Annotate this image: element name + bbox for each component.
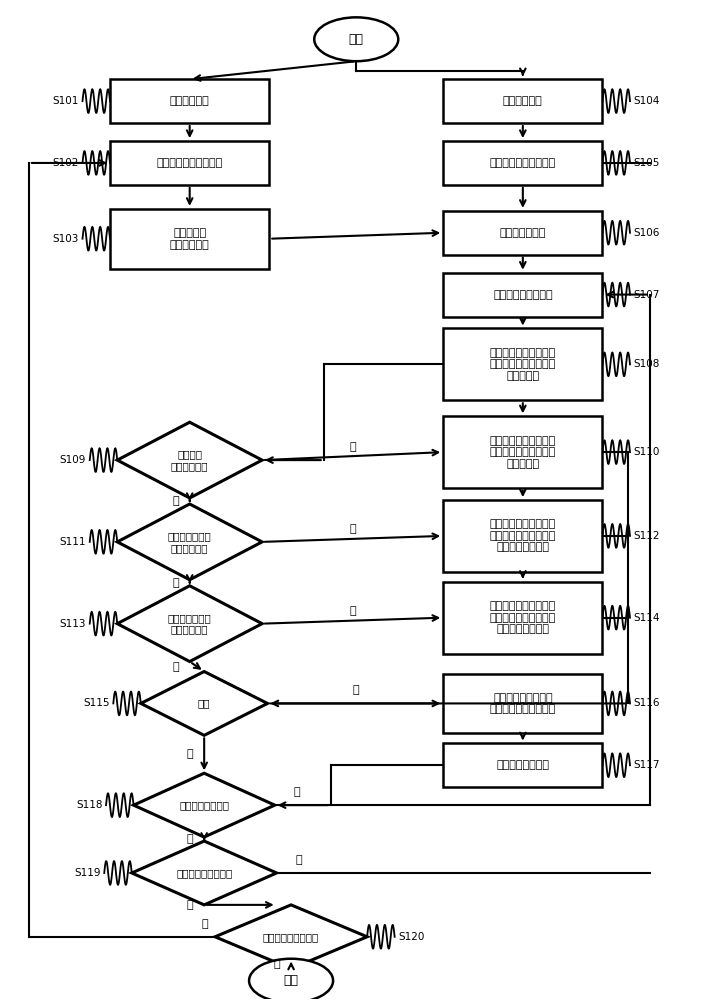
Text: 是: 是 (350, 606, 356, 616)
Bar (110, 79, 269, 123)
Text: S102: S102 (52, 158, 79, 168)
Text: S120: S120 (398, 932, 425, 942)
Text: 是: 是 (350, 524, 356, 534)
Text: S109: S109 (60, 455, 86, 465)
Polygon shape (117, 504, 262, 580)
Bar (443, 141, 603, 185)
Text: 否: 否 (172, 496, 179, 506)
Bar (443, 582, 603, 654)
Text: 是: 是 (295, 855, 302, 865)
Polygon shape (215, 905, 367, 969)
Text: 结束: 结束 (284, 974, 299, 987)
Text: 设定符号值索引: 设定符号值索引 (499, 228, 546, 238)
Text: 存储缺陷和源位置: 存储缺陷和源位置 (497, 760, 550, 770)
Text: 在控制及数据流程路径
的缺陷模式以及缺陷条
件下进行代码检查: 在控制及数据流程路径 的缺陷模式以及缺陷条 件下进行代码检查 (490, 519, 556, 552)
Text: 反复执行符号值索引: 反复执行符号值索引 (493, 290, 553, 300)
Polygon shape (141, 672, 268, 735)
Text: S110: S110 (634, 447, 660, 457)
Text: S106: S106 (634, 228, 660, 238)
Bar (443, 500, 603, 572)
Text: S118: S118 (76, 800, 103, 810)
Text: 在抄象句子树中检索
所发现的缺陷的源位置: 在抄象句子树中检索 所发现的缺陷的源位置 (490, 693, 556, 714)
Text: 反复执行检查对象文件: 反复执行检查对象文件 (490, 158, 556, 168)
Text: S111: S111 (60, 537, 86, 547)
Text: S112: S112 (634, 531, 660, 541)
Text: 设定规范索引: 设定规范索引 (170, 96, 209, 106)
Text: 否: 否 (172, 578, 179, 588)
Text: S119: S119 (74, 868, 100, 878)
Text: S104: S104 (634, 96, 660, 106)
Text: S105: S105 (634, 158, 660, 168)
Text: 是: 是 (201, 919, 208, 929)
Polygon shape (134, 773, 275, 837)
Bar (443, 743, 603, 787)
Text: 接收规范的
数据结构信息: 接收规范的 数据结构信息 (170, 228, 209, 250)
Text: S115: S115 (83, 698, 110, 708)
Polygon shape (117, 586, 262, 662)
Ellipse shape (314, 17, 398, 61)
Text: 在控制流程及调用路径
的缺陷模式以及缺陷条
件下进行代码检查: 在控制流程及调用路径 的缺陷模式以及缺陷条 件下进行代码检查 (490, 601, 556, 634)
Text: 否: 否 (187, 834, 193, 844)
Text: 开始: 开始 (349, 33, 364, 46)
Text: 反复执行所设定的规范: 反复执行所设定的规范 (156, 158, 222, 168)
Bar (443, 674, 603, 733)
Bar (443, 211, 603, 255)
Text: 缺陷: 缺陷 (198, 698, 210, 708)
Text: 是: 是 (293, 787, 300, 797)
Text: 否: 否 (187, 749, 193, 759)
Text: 通报控制及数据
流程路径模式: 通报控制及数据 流程路径模式 (168, 531, 212, 553)
Text: S101: S101 (52, 96, 79, 106)
Bar (443, 416, 603, 488)
Text: S114: S114 (634, 613, 660, 623)
Text: 否: 否 (273, 959, 280, 969)
Bar (110, 141, 269, 185)
Text: S116: S116 (634, 698, 660, 708)
Text: 是否存在下一规范？: 是否存在下一规范？ (263, 932, 319, 942)
Text: 是: 是 (350, 442, 356, 452)
Bar (443, 79, 603, 123)
Text: S107: S107 (634, 290, 660, 300)
Text: 设定文件索引: 设定文件索引 (503, 96, 542, 106)
Bar (443, 328, 603, 400)
Text: 是: 是 (352, 685, 358, 695)
Text: 否: 否 (172, 662, 179, 672)
Text: 是否存在下一文件？: 是否存在下一文件？ (176, 868, 233, 878)
Polygon shape (132, 841, 276, 905)
Text: 通报控制流程及
调用路径模式: 通报控制流程及 调用路径模式 (168, 613, 212, 634)
Bar (443, 273, 603, 317)
Text: S117: S117 (634, 760, 660, 770)
Text: 是否存在下一值？: 是否存在下一值？ (179, 800, 229, 810)
Text: 在抄象句子树中检索与
符号值相关的语法结构
以及源代码: 在抄象句子树中检索与 符号值相关的语法结构 以及源代码 (490, 348, 556, 381)
Text: 在控制流程路径的缺陷
模式以及缺陷条件下进
行代码检查: 在控制流程路径的缺陷 模式以及缺陷条件下进 行代码检查 (490, 436, 556, 469)
Bar (110, 209, 269, 269)
Text: 通报控制
流程路径模式: 通报控制 流程路径模式 (171, 449, 209, 471)
Text: 否: 否 (187, 900, 193, 910)
Ellipse shape (249, 959, 333, 1000)
Text: S108: S108 (634, 359, 660, 369)
Polygon shape (117, 422, 262, 498)
Text: S103: S103 (52, 234, 79, 244)
Text: S113: S113 (60, 619, 86, 629)
